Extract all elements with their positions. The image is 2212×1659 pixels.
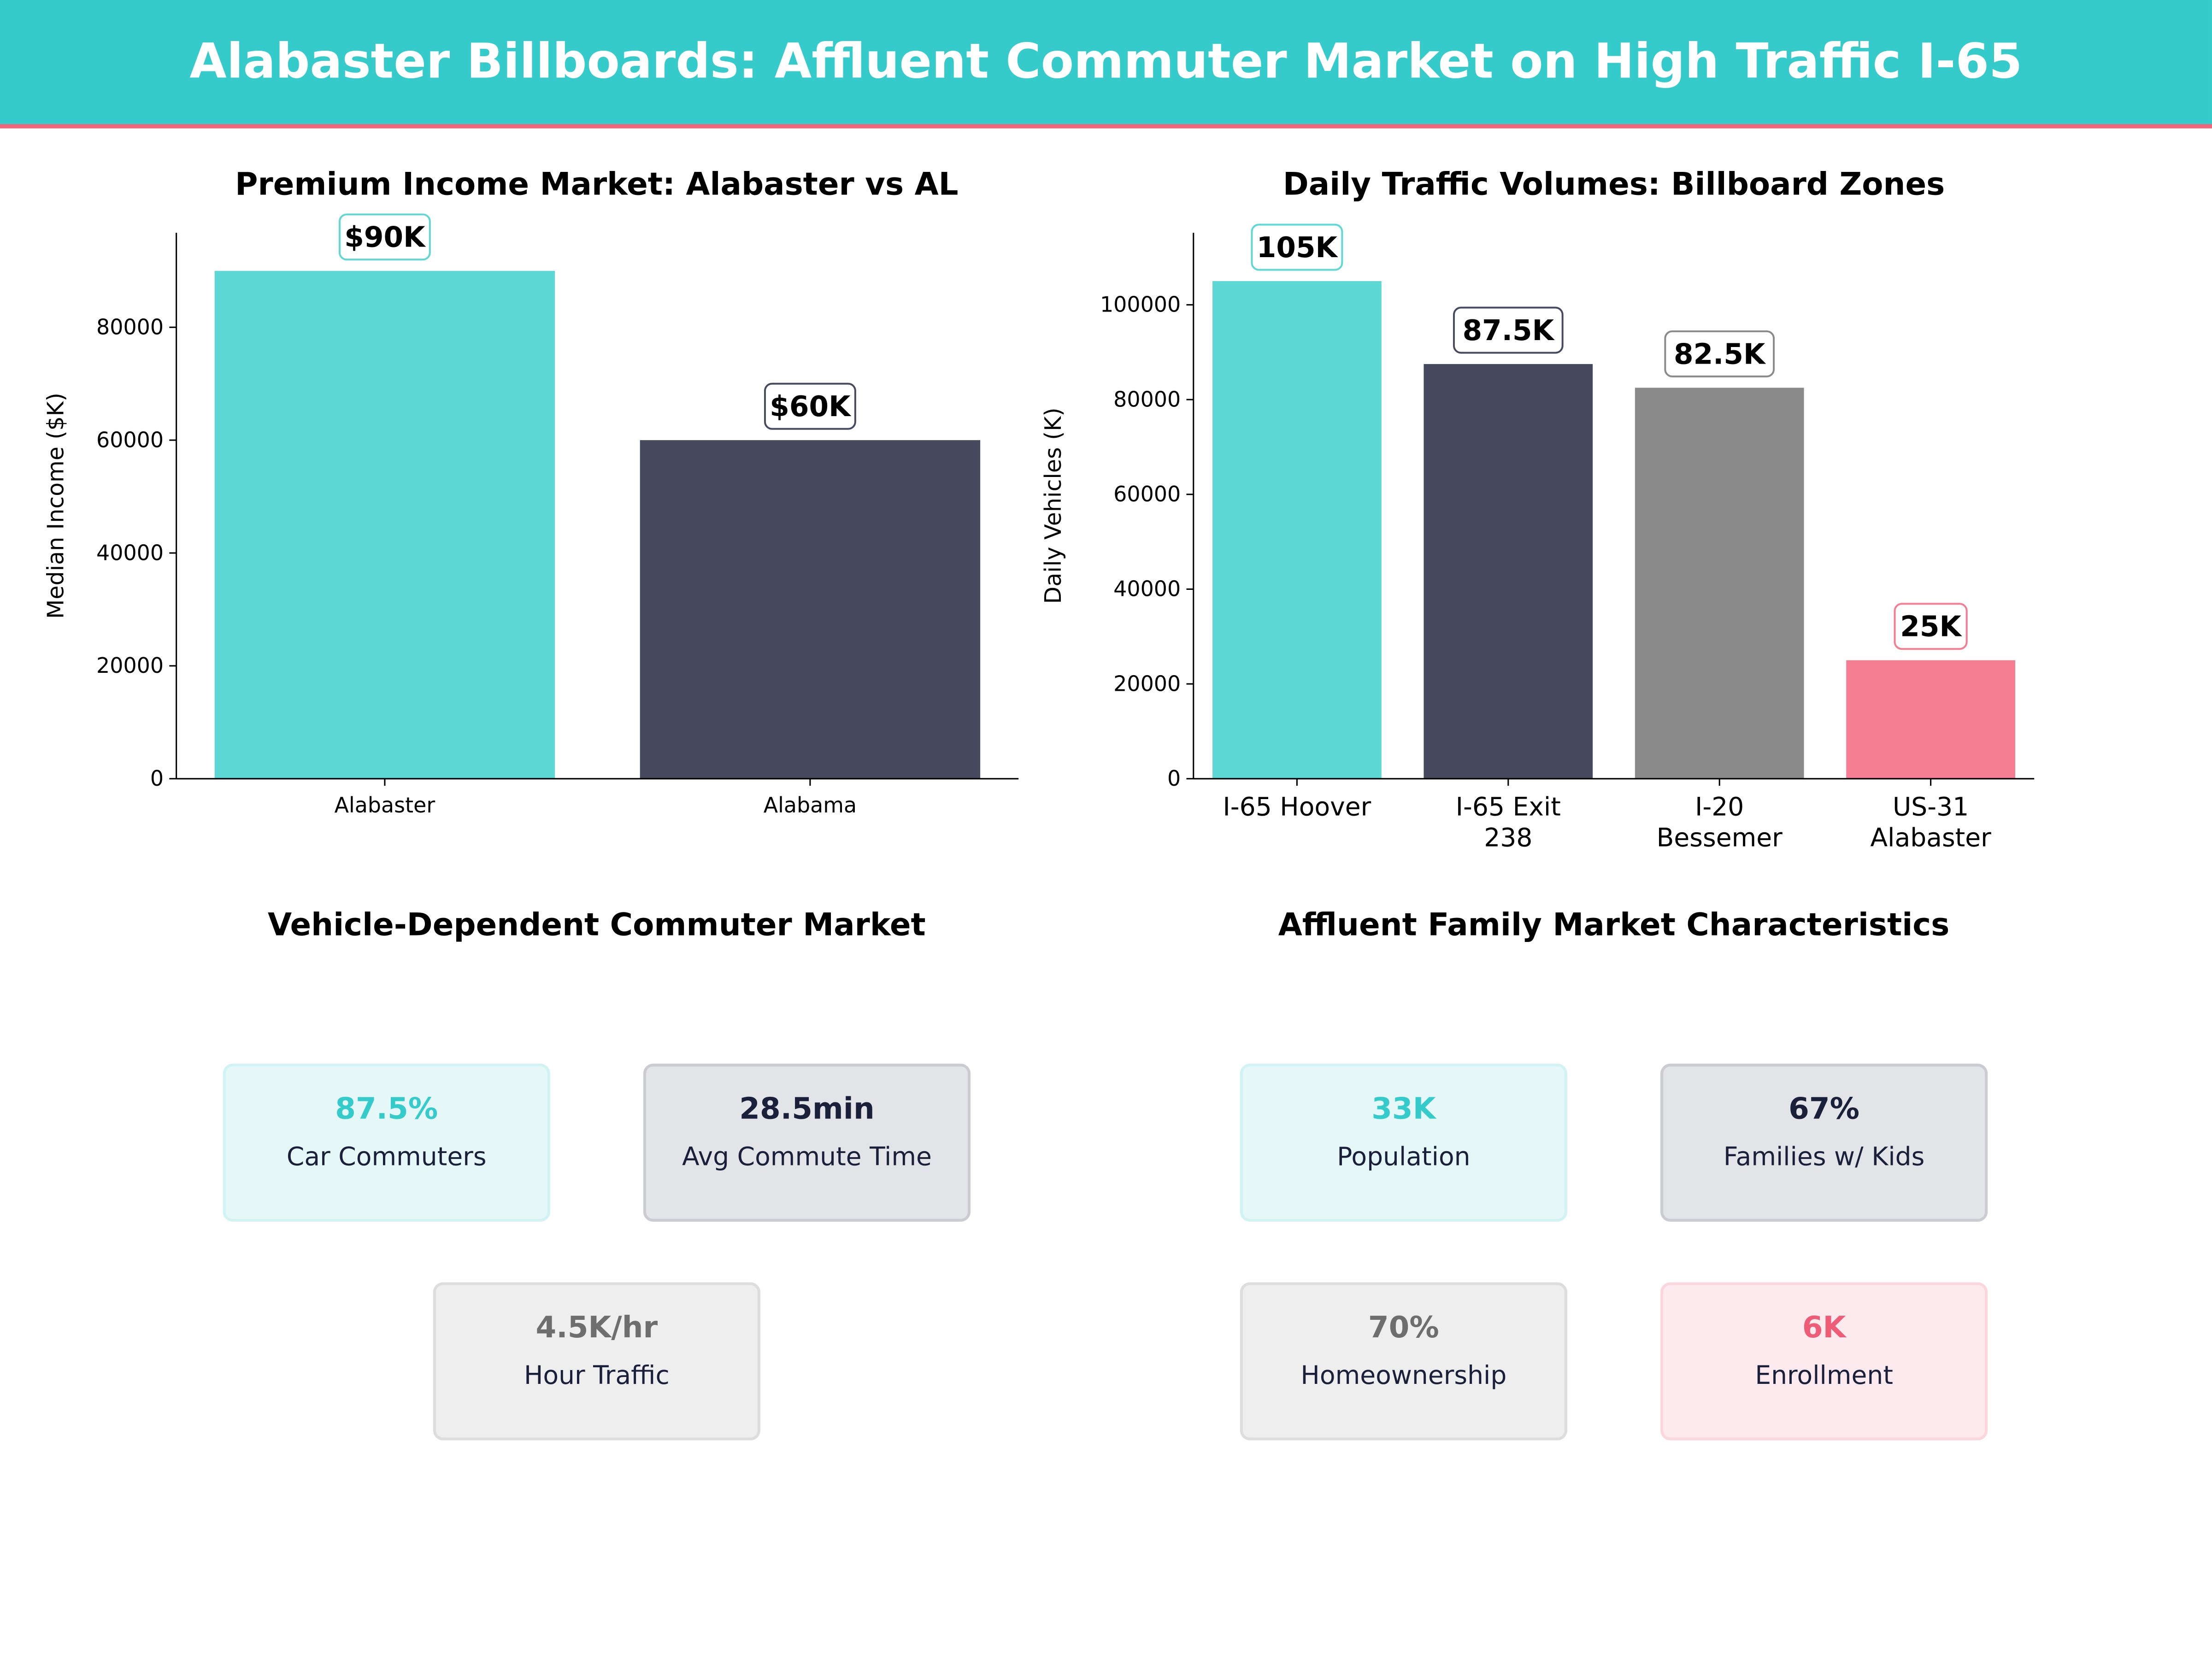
stat-label: Population <box>1337 1142 1471 1172</box>
header-banner: Alabaster Billboards: Affluent Commuter … <box>0 0 2212 129</box>
bar-0 <box>214 271 555 779</box>
data-label: 105K <box>1257 231 1339 264</box>
x-tick-label: I-65 Exit <box>1456 792 1561 821</box>
page-title: Alabaster Billboards: Affluent Commuter … <box>189 34 2023 90</box>
y-tick-label: 100000 <box>1100 292 1181 317</box>
bar-1 <box>640 440 981 779</box>
y-tick-label: 60000 <box>1113 482 1181 506</box>
data-label-box <box>1251 224 1343 271</box>
x-tick-label: I-65 Hoover <box>1223 792 1371 821</box>
commuter-section-title: Vehicle-Dependent Commuter Market <box>268 908 926 944</box>
stat-label: Car Commuters <box>286 1142 487 1172</box>
bar-2 <box>1635 388 1804 779</box>
data-label-box <box>764 382 856 430</box>
x-tick-label: I-20 <box>1695 792 1744 821</box>
y-tick-label: 40000 <box>96 540 164 565</box>
x-tick-label: Alabaster <box>335 793 435 818</box>
bar-3 <box>1846 660 2015 779</box>
stat-card-commute-time: 28.5min Avg Commute Time <box>643 1064 971 1222</box>
stat-card-population: 33K Population <box>1240 1064 1567 1222</box>
stat-label: Families w/ Kids <box>1723 1142 1925 1172</box>
stat-value: 87.5% <box>335 1092 438 1126</box>
data-label: 25K <box>1900 611 1962 643</box>
y-tick-label: 80000 <box>96 315 164 340</box>
stat-label: Enrollment <box>1755 1361 1893 1391</box>
chart-title: Premium Income Market: Alabaster vs AL <box>235 165 958 202</box>
stat-label: Hour Traffic <box>524 1361 670 1391</box>
x-tick-label: Alabaster <box>1870 823 1991 853</box>
y-tick-label: 40000 <box>1113 577 1181 601</box>
stat-value: 70% <box>1368 1310 1439 1345</box>
bar-0 <box>1212 281 1382 779</box>
stat-value: 33K <box>1371 1092 1436 1126</box>
x-tick-label: US-31 <box>1893 792 1969 821</box>
stat-label: Homeownership <box>1300 1361 1507 1391</box>
data-label: $60K <box>770 390 852 423</box>
stat-label: Avg Commute Time <box>682 1142 932 1172</box>
data-label: 82.5K <box>1674 338 1766 371</box>
data-label-box <box>1664 330 1775 377</box>
stat-value: 6K <box>1802 1310 1846 1345</box>
chart-title: Daily Traffic Volumes: Billboard Zones <box>1283 165 1945 202</box>
x-tick-label: Alabama <box>764 793 857 818</box>
stat-card-hour-traffic: 4.5K/hr Hour Traffic <box>433 1282 760 1441</box>
stat-card-families-kids: 67% Families w/ Kids <box>1660 1064 1988 1222</box>
family-section-title: Affluent Family Market Characteristics <box>1278 908 1950 944</box>
data-label: 87.5K <box>1463 314 1555 347</box>
data-label-box <box>1453 306 1564 354</box>
stat-value: 28.5min <box>739 1092 875 1126</box>
y-tick-label: 20000 <box>1113 671 1181 696</box>
traffic-bar-chart: Daily Traffic Volumes: Billboard Zones Da… <box>1040 165 2035 853</box>
stat-card-car-commuters: 87.5% Car Commuters <box>223 1064 550 1222</box>
stat-value: 67% <box>1788 1092 1860 1126</box>
y-tick-label: 20000 <box>96 653 164 678</box>
data-label-box <box>338 213 431 261</box>
data-label: $90K <box>344 221 426 254</box>
stat-value: 4.5K/hr <box>535 1310 658 1345</box>
bar-1 <box>1424 364 1593 779</box>
y-tick-label: 0 <box>150 766 164 791</box>
x-tick-label: 238 <box>1484 823 1532 853</box>
x-tick-label: Bessemer <box>1657 823 1783 853</box>
y-tick-label: 80000 <box>1113 387 1181 412</box>
stat-card-enrollment: 6K Enrollment <box>1660 1282 1988 1441</box>
income-bar-chart: Premium Income Market: Alabaster vs AL Me… <box>43 165 1019 818</box>
y-axis-label: Median Income ($K) <box>43 393 69 619</box>
y-axis-label: Daily Vehicles (K) <box>1040 407 1066 604</box>
y-tick-label: 0 <box>1167 766 1181 791</box>
data-label-box <box>1894 603 1968 650</box>
y-tick-label: 60000 <box>96 427 164 452</box>
stat-card-homeownership: 70% Homeownership <box>1240 1282 1567 1441</box>
